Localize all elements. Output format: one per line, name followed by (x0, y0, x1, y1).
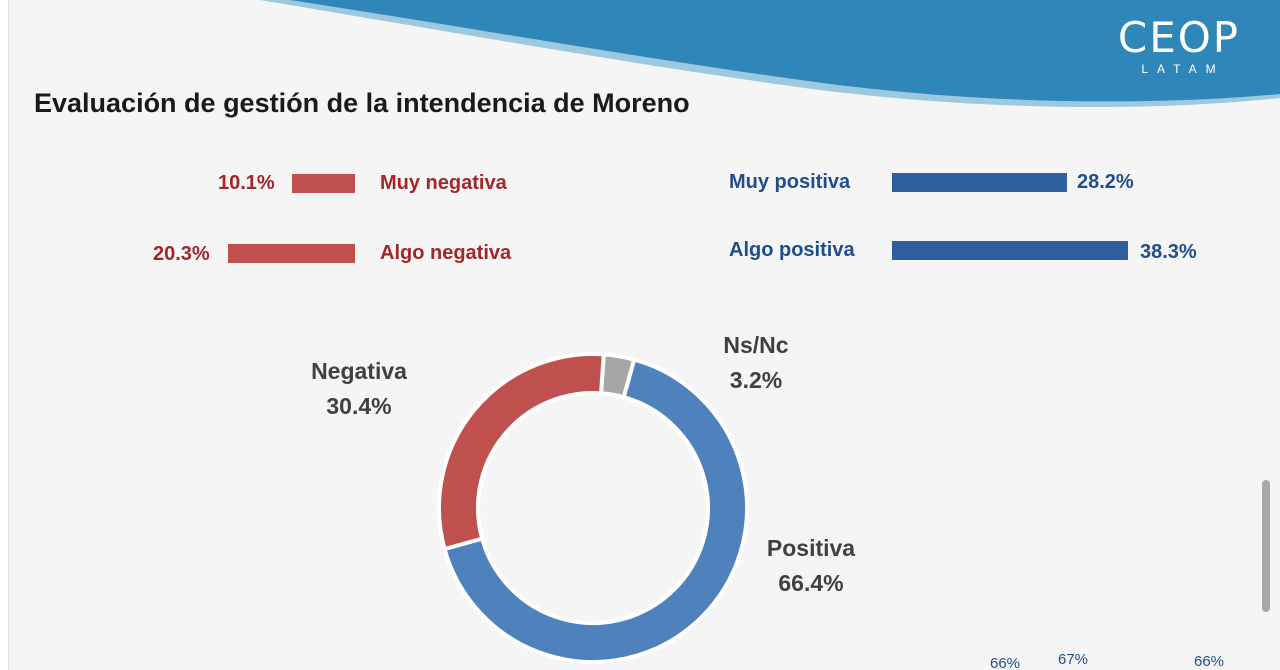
donut-category-negativa: Negativa (311, 358, 407, 384)
category-label-algo-negativa: Algo negativa (380, 242, 512, 264)
donut-slice-positiva (442, 357, 749, 664)
logo-main-text: CEOP (1117, 13, 1241, 62)
header-band (260, 0, 1280, 108)
donut-category-nsnc: Ns/Nc (723, 332, 789, 358)
donut-label-positiva: Positiva 66.4% (758, 531, 864, 601)
donut-category-positiva: Positiva (766, 535, 856, 561)
donut-slice-negativa (437, 352, 606, 552)
logo-sub-text: LATAM (1141, 62, 1225, 76)
header-wave (290, 0, 1280, 102)
donut-label-negativa: Negativa 30.4% (300, 354, 418, 424)
donut-label-nsnc: Ns/Nc 3.2% (706, 328, 806, 398)
bar-algo-negativa (228, 244, 355, 263)
cutoff-label: 66% (990, 655, 1021, 670)
value-label-algo-negativa: 20.3% (153, 243, 210, 265)
category-label-muy-positiva: Muy positiva (729, 171, 851, 193)
cutoff-label: 67% (1058, 651, 1089, 668)
page-title: Evaluación de gestión de la intendencia … (34, 88, 690, 118)
value-label-algo-positiva: 38.3% (1140, 241, 1197, 263)
donut-value-positiva: 66.4% (778, 570, 844, 596)
bar-muy-negativa (292, 174, 355, 193)
left-margin (0, 0, 9, 670)
vertical-scrollbar[interactable] (1262, 480, 1270, 612)
bar-algo-positiva (892, 241, 1128, 260)
cutoff-label: 66% (1194, 653, 1225, 670)
donut-value-negativa: 30.4% (326, 393, 392, 419)
category-label-algo-positiva: Algo positiva (729, 239, 855, 261)
ceop-logo: CEOP LATAM (1106, 14, 1252, 84)
value-label-muy-positiva: 28.2% (1077, 171, 1134, 193)
category-label-muy-negativa: Muy negativa (380, 172, 507, 194)
value-label-muy-negativa: 10.1% (218, 172, 275, 194)
bar-muy-positiva (892, 173, 1067, 192)
donut-value-nsnc: 3.2% (729, 367, 783, 393)
